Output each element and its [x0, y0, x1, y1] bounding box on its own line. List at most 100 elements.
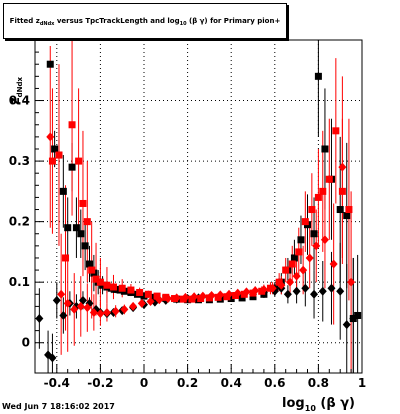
data-point-diamond	[181, 292, 190, 302]
data-point-diamond	[310, 289, 319, 299]
data-point-diamond	[207, 291, 216, 301]
data-point-square	[92, 275, 100, 283]
data-point-square	[297, 236, 305, 244]
data-point-diamond	[146, 297, 155, 307]
data-point-square	[88, 266, 96, 274]
data-point-diamond	[299, 265, 308, 275]
data-point-diamond	[63, 298, 72, 308]
data-point-square	[295, 248, 303, 256]
data-point-diamond	[259, 284, 268, 294]
data-point-square	[282, 266, 290, 274]
data-point-diamond	[59, 310, 68, 320]
data-point-square	[345, 206, 353, 214]
data-point-diamond	[318, 286, 327, 296]
chart-title: Fitted zdNdx versus TpcTrackLength and l…	[3, 3, 287, 39]
data-point-square	[62, 254, 70, 262]
data-point-square	[81, 242, 89, 250]
x-tick-label: 0.2	[177, 376, 198, 390]
data-point-square	[109, 283, 117, 291]
data-point-diamond	[46, 132, 55, 142]
y-tick-label: 0.2	[9, 215, 30, 229]
data-point-diamond	[83, 303, 92, 313]
axis-ticks	[35, 51, 363, 373]
data-point-diamond	[216, 290, 225, 300]
data-point-diamond	[198, 291, 207, 301]
data-point-diamond	[163, 294, 172, 304]
data-point-square	[77, 230, 85, 238]
data-point-diamond	[277, 280, 286, 290]
data-point-diamond	[129, 301, 138, 311]
data-point-square	[144, 290, 152, 298]
data-point-square	[153, 292, 161, 300]
data-point-square	[240, 290, 248, 298]
data-point-square	[68, 163, 76, 171]
x-tick-label: 1	[358, 376, 366, 390]
data-point-diamond	[292, 286, 301, 296]
data-point-diamond	[172, 293, 181, 303]
data-point-square	[301, 218, 309, 226]
data-markers	[35, 60, 362, 363]
data-point-square	[79, 199, 87, 207]
data-point-square	[118, 284, 126, 292]
data-point-square	[223, 293, 231, 301]
data-point-square	[332, 127, 340, 135]
data-point-diamond	[349, 314, 358, 324]
data-point-diamond	[225, 289, 234, 299]
data-point-diamond	[52, 295, 61, 305]
data-point-diamond	[329, 259, 338, 269]
data-point-square	[103, 281, 111, 289]
data-point-square	[288, 260, 296, 268]
data-point-diamond	[301, 283, 310, 293]
data-point-diamond	[48, 353, 57, 363]
data-point-diamond	[336, 286, 345, 296]
data-point-square	[140, 292, 148, 300]
data-point-square	[308, 206, 316, 214]
data-point-square	[64, 224, 72, 232]
data-point-diamond	[320, 235, 329, 245]
data-point-diamond	[35, 314, 44, 324]
data-point-square	[275, 278, 283, 286]
data-point-diamond	[111, 306, 120, 316]
data-point-square	[68, 121, 76, 129]
x-tick-label: -0.4	[44, 376, 70, 390]
data-point-square	[290, 254, 298, 262]
data-point-diamond	[251, 286, 260, 296]
data-point-diamond	[57, 289, 66, 299]
data-point-diamond	[338, 162, 347, 172]
data-point-diamond	[89, 307, 98, 317]
data-point-square	[338, 187, 346, 195]
data-point-diamond	[283, 289, 292, 299]
data-point-diamond	[312, 241, 321, 251]
data-point-diamond	[327, 283, 336, 293]
x-tick-label: 0.6	[264, 376, 285, 390]
data-point-diamond	[137, 298, 146, 308]
data-point-diamond	[347, 277, 356, 287]
data-point-diamond	[70, 304, 79, 314]
data-point-square	[46, 60, 54, 68]
data-point-square	[127, 286, 135, 294]
data-point-square	[83, 218, 91, 226]
data-point-square	[214, 293, 222, 301]
data-point-square	[319, 187, 327, 195]
data-point-square	[96, 278, 104, 286]
data-point-square	[75, 157, 83, 165]
axis-tick-labels: -0.4 -0.2 0 0.2 0.4 0.6 0.8 1 0 0.1 0.2 0.3 0.4	[9, 94, 366, 390]
data-point-square	[188, 295, 196, 303]
data-point-square	[59, 187, 67, 195]
x-tick-label: 0	[140, 376, 148, 390]
data-point-square	[232, 292, 240, 300]
data-point-square	[197, 295, 205, 303]
x-tick-label: 0.4	[221, 376, 242, 390]
y-tick-label: 0	[22, 336, 30, 350]
data-point-diamond	[76, 301, 85, 311]
data-point-square	[314, 72, 322, 80]
data-point-diamond	[120, 304, 129, 314]
data-point-diamond	[242, 287, 251, 297]
x-tick-label: -0.2	[87, 376, 113, 390]
y-tick-label: 0.4	[9, 94, 30, 108]
data-point-square	[310, 230, 318, 238]
data-point-square	[51, 145, 59, 153]
data-point-diamond	[190, 292, 199, 302]
data-point-diamond	[155, 295, 164, 305]
y-tick-label: 0.3	[9, 154, 30, 168]
